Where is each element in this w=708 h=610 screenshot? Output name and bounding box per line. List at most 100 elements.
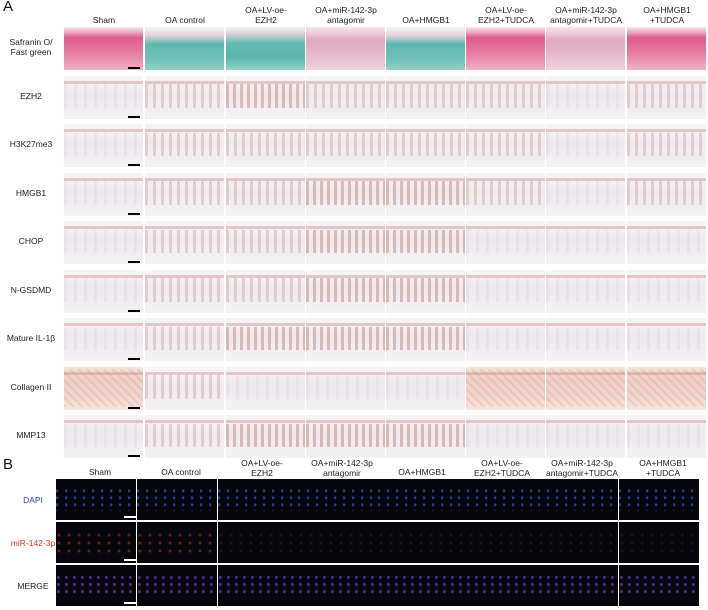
panel-a-column-header: OA+miR-142-3p antagomir+TUDCA [549,5,623,25]
panel-b-row-label: miR-142-3p [10,538,56,548]
fluorescence-tile [619,565,699,606]
scale-bar [128,115,140,118]
histology-tile [627,75,706,119]
histology-tile [306,27,385,70]
fluorescence-tile [218,565,298,606]
panel-a-row-label: CHOP [18,236,44,246]
histology-tile [64,221,143,264]
histology-tile [466,27,545,70]
panel-a-row-label: HMGB1 [15,187,47,198]
fluorescence-tile [458,479,538,520]
histology-tile [306,221,385,264]
panel-a-row-label: Mature IL-1β [6,333,56,343]
histology-tile [627,415,706,458]
histology-tile [64,124,143,167]
histology-tile [627,221,706,264]
histology-tile [64,172,143,216]
histology-tile [386,221,465,264]
fluorescence-tile [378,522,458,563]
histology-tile [145,221,224,264]
panel-a-row-label: H3K27me3 [9,139,53,149]
scale-bar [128,455,140,457]
histology-tile [226,75,305,119]
histology-tile [64,415,143,458]
scale-bar [124,516,136,518]
panel-a-column-header: OA+HMGB1 [402,15,450,25]
histology-tile [226,415,305,458]
fluorescence-tile [218,522,298,563]
histology-tile [546,75,625,119]
histology-tile [145,415,224,458]
histology-tile [627,172,706,216]
histology-tile [386,415,465,458]
panel-a-column-header: Sham [92,15,116,25]
histology-tile [546,415,625,458]
histology-tile [226,124,305,167]
histology-tile [466,172,545,216]
histology-tile [226,172,305,216]
fluorescence-tile [298,565,378,606]
fluorescence-tile [619,479,699,520]
histology-tile [145,172,224,216]
histology-tile [546,318,625,361]
fluorescence-tile [458,565,538,606]
panel-a-column-header: OA+LV-oe- EZH2 [245,5,287,25]
scale-bar [128,212,140,215]
histology-tile [386,366,465,410]
fluorescence-tile [56,565,136,606]
histology-tile [64,318,143,361]
panel-b-column-header: OA control [161,467,201,477]
histology-tile [226,269,305,313]
histology-tile [226,318,305,361]
panel-b-column-header: OA+miR-142-3p antagomir+TUDCA [545,458,619,478]
fluorescence-tile [298,479,378,520]
panel-a-column-header: OA control [165,15,205,25]
panel-a-column-header: OA+miR-142-3p antagomir [315,5,377,25]
histology-tile [386,269,465,313]
scale-bar [128,67,140,69]
panel-b-column-header: OA+HMGB1 [398,467,446,477]
histology-tile [226,366,305,410]
histology-tile [546,27,625,70]
histology-tile [627,366,706,410]
panel-b-column-header: OA+LV-oe- EZH2+TUDCA [474,458,530,478]
fluorescence-tile [56,479,136,520]
histology-tile [306,124,385,167]
fluorescence-tile [137,565,217,606]
histology-tile [466,269,545,313]
histology-tile [306,366,385,410]
histology-tile [546,221,625,264]
fluorescence-tile [538,565,618,606]
histology-tile [226,27,305,70]
histology-tile [466,366,545,410]
histology-tile [386,27,465,70]
histology-tile [386,318,465,361]
histology-tile [64,27,143,70]
histology-tile [145,27,224,70]
histology-tile [546,366,625,410]
histology-tile [306,318,385,361]
panel-b-letter: B [3,456,14,473]
histology-tile [226,221,305,264]
histology-tile [145,124,224,167]
histology-tile [627,124,706,167]
fluorescence-tile [218,479,298,520]
scale-bar [128,406,140,409]
panel-a-row-label: MMP13 [16,430,46,440]
histology-tile [546,124,625,167]
panel-b-column-header: OA+HMGB1 +TUDCA [639,458,687,478]
fluorescence-tile [619,522,699,563]
scale-bar [128,309,140,312]
panel-a-row-label: Collagen II [10,381,52,392]
scale-bar [128,164,140,166]
histology-tile [466,415,545,458]
histology-tile [64,366,143,410]
histology-tile [466,75,545,119]
histology-tile [64,269,143,313]
panel-b-column-header: Sham [88,467,112,477]
panel-a-row-label: N-GSDMD [10,284,52,295]
panel-a-letter: A [3,0,14,15]
panel-a-column-header: OA+LV-oe- EZH2+TUDCA [478,5,534,25]
fluorescence-tile [137,522,217,563]
histology-tile [386,172,465,216]
